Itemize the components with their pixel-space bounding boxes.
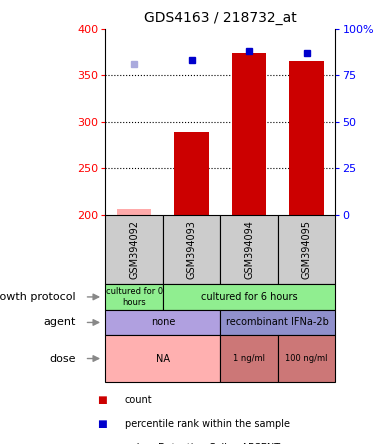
Bar	[105, 310, 220, 335]
Bar	[278, 335, 335, 382]
Bar	[220, 310, 335, 335]
Text: GSM394094: GSM394094	[244, 220, 254, 279]
Bar	[163, 215, 220, 284]
Text: ■: ■	[98, 395, 107, 404]
Text: agent: agent	[43, 317, 75, 328]
Bar	[105, 215, 163, 284]
Bar	[105, 284, 163, 310]
Text: 100 ng/ml: 100 ng/ml	[285, 354, 328, 363]
Text: cultured for 0
hours: cultured for 0 hours	[106, 287, 163, 307]
Bar	[220, 215, 278, 284]
Bar	[220, 335, 278, 382]
Bar	[174, 132, 209, 215]
Bar	[117, 209, 151, 215]
Bar	[163, 284, 335, 310]
Text: cultured for 6 hours: cultured for 6 hours	[201, 292, 298, 302]
Text: 1 ng/ml: 1 ng/ml	[233, 354, 265, 363]
Bar	[105, 335, 220, 382]
Text: none: none	[151, 317, 175, 328]
Text: growth protocol: growth protocol	[0, 292, 75, 302]
Bar	[278, 215, 335, 284]
Text: NA: NA	[156, 353, 170, 364]
Text: GSM394095: GSM394095	[301, 220, 312, 279]
Text: count: count	[125, 395, 152, 404]
Text: GSM394092: GSM394092	[129, 220, 139, 279]
Text: percentile rank within the sample: percentile rank within the sample	[125, 419, 290, 429]
Text: dose: dose	[49, 353, 75, 364]
Text: recombinant IFNa-2b: recombinant IFNa-2b	[227, 317, 329, 328]
Bar	[289, 61, 324, 215]
Text: GSM394093: GSM394093	[186, 220, 197, 279]
Bar	[232, 53, 266, 215]
Text: ■: ■	[98, 419, 107, 429]
Title: GDS4163 / 218732_at: GDS4163 / 218732_at	[144, 11, 297, 25]
